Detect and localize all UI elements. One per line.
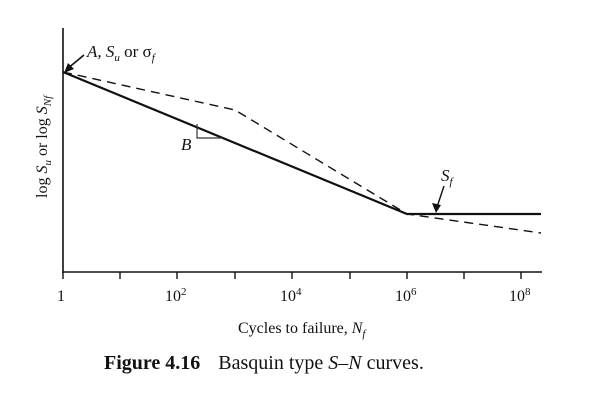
annotation-A: A, Su or σf [86,42,157,64]
figure-number: Figure 4.16 [104,352,201,374]
x-tick-labels: 1 102 104 106 108 [57,286,531,305]
svg-text:102: 102 [165,286,187,305]
dashed-sn-curve [62,71,542,234]
y-axis-label: log Su or log SNf [34,94,54,198]
annotation-Sf: Sf [441,166,455,188]
svg-text:106: 106 [395,286,417,305]
solid-sn-curve [62,70,541,216]
svg-text:108: 108 [509,286,531,305]
x-axis-label: Cycles to failure, Nf [238,320,367,340]
annotation-Sf-arrow [432,185,445,213]
slope-triangle [196,124,222,139]
figure-caption: Figure 4.16 Basquin type S–N curves. [104,352,424,375]
caption-text-em: S–N [328,352,362,374]
tick-label-1: 1 [57,288,65,305]
x-ticks [62,272,522,279]
caption-text-pre: Basquin type [218,352,329,374]
annotation-A-arrow [64,54,85,73]
svg-text:104: 104 [280,286,302,305]
caption-text-post: curves. [361,352,424,374]
sn-chart: 1 102 104 106 108 Cycles to failure, Nf … [34,28,542,340]
annotation-B: B [181,135,192,154]
